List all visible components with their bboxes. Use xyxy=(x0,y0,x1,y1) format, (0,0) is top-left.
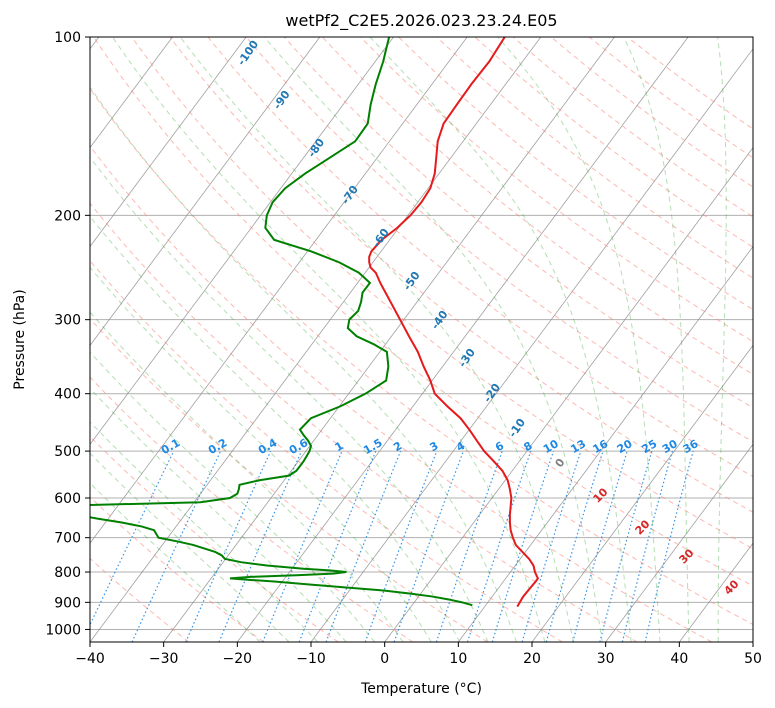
y-tick-label: 100 xyxy=(54,30,81,46)
mixing-ratio-line xyxy=(644,450,694,642)
moist-adiabat xyxy=(90,86,517,642)
mixing-ratio-line xyxy=(599,450,653,642)
isotherm-line xyxy=(90,37,173,149)
mixing-ratio-line xyxy=(521,450,582,642)
plot-frame xyxy=(89,36,754,643)
y-tick-label: 400 xyxy=(54,387,81,403)
moist-adiabat xyxy=(90,452,290,642)
mixing-ratio-lines xyxy=(90,450,694,642)
isotherm-line xyxy=(163,37,615,642)
x-tick-label: −20 xyxy=(223,651,253,667)
mixing-ratio-line xyxy=(572,450,628,642)
y-tick-label: 900 xyxy=(54,595,81,611)
isotherm-line xyxy=(90,37,542,642)
x-tick-label: 0 xyxy=(380,651,389,667)
plot-area xyxy=(90,37,753,642)
isotherm-line xyxy=(531,344,753,642)
mixing-ratio-line xyxy=(393,450,464,642)
y-tick-label: 600 xyxy=(54,491,81,507)
isotherm-line xyxy=(90,37,468,544)
mixing-ratio-line xyxy=(491,450,555,642)
mixing-ratio-line xyxy=(466,450,532,642)
mixing-ratio-line xyxy=(131,450,222,642)
moist-adiabat xyxy=(497,37,661,642)
y-axis-ticks: 100 200 300 400 500 600 700 800 900 1000 xyxy=(45,30,90,638)
moist-adiabat xyxy=(264,37,603,642)
moist-adiabat xyxy=(623,37,690,642)
moist-adiabat xyxy=(717,37,727,642)
dry-adiabat xyxy=(90,376,414,642)
dry-adiabat xyxy=(360,37,753,343)
x-tick-label: 30 xyxy=(597,651,615,667)
x-tick-label: 10 xyxy=(449,651,467,667)
moist-adiabat xyxy=(179,37,575,642)
isotherm-line xyxy=(458,245,753,642)
moist-adiabats xyxy=(90,37,727,642)
profiles xyxy=(90,37,540,608)
x-axis-title: Temperature (°C) xyxy=(360,681,482,697)
dry-adiabat xyxy=(322,37,753,375)
x-axis-ticks: −40 −30 −20 −10 0 10 20 30 40 50 xyxy=(75,642,762,667)
y-axis-title: Pressure (hPa) xyxy=(12,289,28,389)
dry-adiabat xyxy=(90,88,753,626)
x-tick-label: −10 xyxy=(296,651,326,667)
moist-adiabat xyxy=(369,37,632,642)
mixing-ratio-line xyxy=(185,450,272,642)
dry-adiabat xyxy=(474,37,753,248)
mixing-ratio-line xyxy=(90,450,175,627)
dry-adiabat xyxy=(436,37,753,279)
moist-adiabat xyxy=(90,421,319,642)
isotherm-line xyxy=(90,37,394,445)
mixing-ratio-line xyxy=(621,450,673,642)
isotherm-line xyxy=(605,443,753,642)
mixing-ratio-line xyxy=(218,450,302,642)
x-tick-label: 20 xyxy=(523,651,541,667)
dewpoint-profile-line xyxy=(90,37,473,607)
y-tick-label: 1000 xyxy=(45,622,81,638)
dry-adiabat xyxy=(512,37,753,218)
moist-adiabat xyxy=(90,215,461,642)
mixing-ratio-line xyxy=(262,450,343,642)
isotherm-line xyxy=(310,48,753,642)
chart-title: wetPf2_C2E5.2026.023.23.24.E05 xyxy=(285,11,557,31)
temperature-profile-line xyxy=(368,37,540,608)
moist-adiabat xyxy=(90,351,376,642)
moist-adiabat xyxy=(90,266,432,642)
moist-adiabat xyxy=(90,311,404,642)
dry-adiabat xyxy=(90,202,638,642)
y-tick-label: 800 xyxy=(54,565,81,581)
isotherm-line xyxy=(90,37,321,347)
x-tick-label: 40 xyxy=(670,651,688,667)
isotherm-line xyxy=(90,37,247,248)
y-tick-label: 300 xyxy=(54,313,81,329)
y-tick-label: 200 xyxy=(54,208,81,224)
x-tick-label: −30 xyxy=(149,651,179,667)
isotherm-line xyxy=(384,147,753,642)
x-tick-label: 50 xyxy=(744,651,762,667)
y-tick-label: 500 xyxy=(54,444,81,460)
dry-adiabat xyxy=(90,145,712,642)
isotherms xyxy=(90,37,753,642)
mixing-ratio-line xyxy=(545,450,604,642)
y-tick-label: 700 xyxy=(54,531,81,547)
moist-adiabat xyxy=(112,37,546,642)
isotherm-line xyxy=(237,37,689,642)
x-tick-label: −40 xyxy=(75,651,105,667)
pressure-gridlines xyxy=(90,37,753,630)
mixing-ratio-line xyxy=(435,450,503,642)
